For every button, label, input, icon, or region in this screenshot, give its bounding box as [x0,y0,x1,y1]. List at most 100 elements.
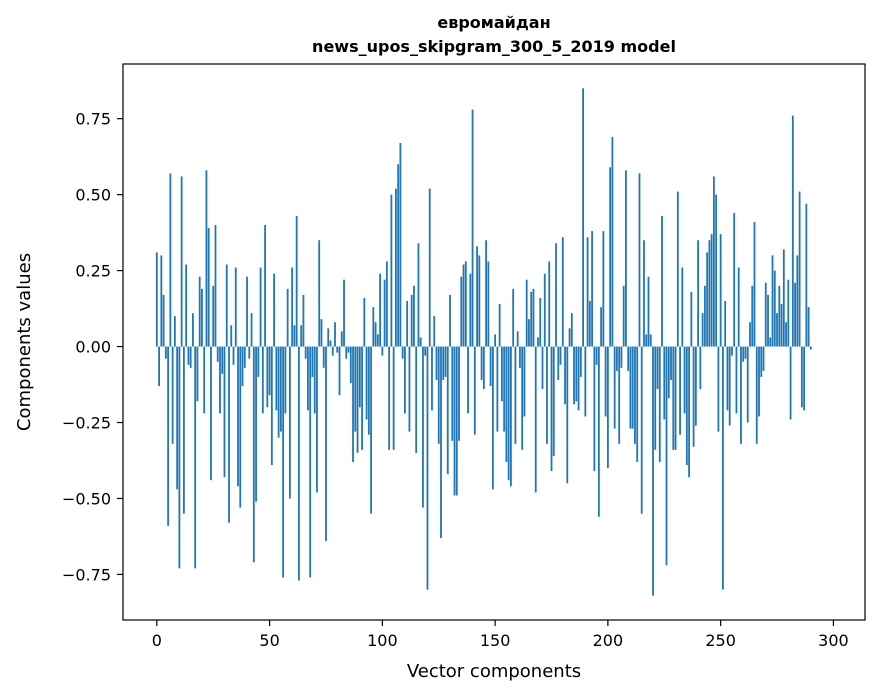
bar [232,346,235,365]
bar [210,346,212,481]
bar [636,346,639,463]
bar [372,307,375,347]
bar [647,276,650,347]
bar [552,346,555,456]
bar [437,346,440,444]
x-tick-label: 300 [818,631,849,650]
bar [494,334,497,347]
y-tick-label: −0.25 [62,414,111,433]
bar [286,288,289,347]
bar [194,346,197,569]
bar [259,267,262,347]
bar [751,285,754,347]
bar [485,240,488,347]
bar [674,346,677,450]
bar [440,346,442,538]
bar [516,331,519,347]
bar [196,346,199,402]
bar [785,322,787,347]
bar [302,294,305,347]
bar [318,240,321,347]
x-tick-label: 150 [480,631,511,650]
bar [225,264,228,347]
bar [388,346,391,450]
bar [625,170,627,347]
bar [602,231,605,347]
bar [663,346,666,420]
bar [726,346,729,411]
x-tick-label: 0 [152,631,162,650]
bar [575,346,578,402]
y-tick-label: 0.75 [75,110,111,129]
bar [683,346,686,414]
bar [769,337,772,347]
bar [162,294,165,347]
bar [699,346,702,390]
bar [304,346,307,359]
bar [773,270,776,347]
bar [487,261,490,347]
bar [658,346,661,463]
bar [187,346,190,365]
bar [444,346,447,377]
bar [491,346,494,490]
bar [178,346,181,569]
bar [546,346,548,444]
bar [787,279,790,347]
bar [338,346,341,396]
bar [482,346,485,390]
bar [408,346,411,432]
bar [604,346,607,417]
bar [798,191,801,347]
bar [746,346,749,423]
bar [428,188,431,347]
bar [264,225,266,347]
bar [753,221,756,347]
bar [616,346,618,371]
bar [694,346,697,426]
bar [557,346,560,380]
bar [462,264,465,347]
bar [559,346,562,365]
bar [703,285,706,347]
bar [809,346,812,350]
bar [311,346,314,377]
bar [268,346,271,396]
bar [733,212,736,347]
bar [248,346,251,359]
chart-title-line2: news_upos_skipgram_300_5_2019 model [312,37,676,56]
bar [722,346,724,590]
bar [329,340,332,347]
bar [478,255,481,347]
bar [679,346,681,435]
bar [349,346,352,384]
bar [219,346,221,414]
bar [512,288,515,347]
bar [566,346,569,484]
bar [803,346,806,411]
bar [498,304,501,347]
bar [261,346,264,414]
bar [363,297,366,347]
bar [374,322,377,347]
bar [270,346,273,466]
bar [805,203,808,347]
bar [588,300,591,347]
bar [255,346,257,502]
bar [155,252,158,347]
bar [731,346,733,356]
bar [749,322,751,347]
bar [618,346,621,444]
bar [164,346,167,359]
bar [309,346,312,578]
bar [510,346,512,487]
bar [370,346,372,514]
x-axis: 0 50 100 150 200 250 300 [152,620,849,650]
bar [469,273,472,347]
bar [169,173,172,347]
bar [451,346,454,441]
bar [584,346,587,417]
y-tick-label: −0.50 [62,489,111,508]
bar [534,346,537,493]
bar [755,346,758,444]
